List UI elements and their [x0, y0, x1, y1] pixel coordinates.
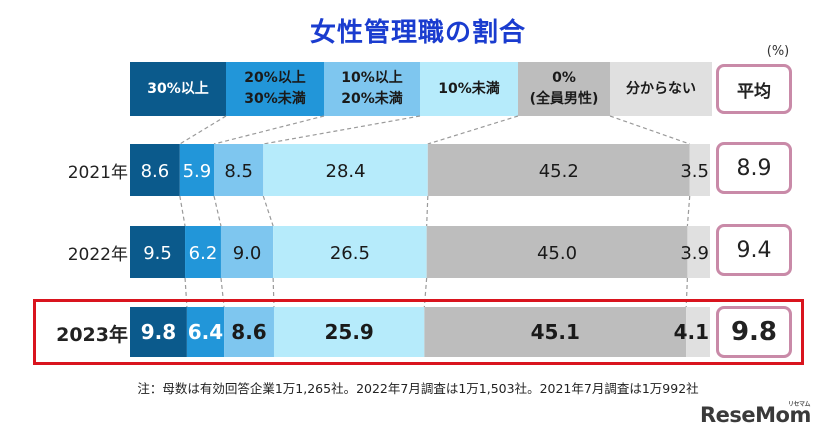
legend-item-5: 0% (全員男性): [518, 62, 610, 116]
value-label-2023年-4: 25.9: [324, 320, 373, 344]
value-label-2021年-4: 28.4: [326, 161, 366, 182]
average-box-2022年: 9.4: [716, 224, 792, 276]
value-label-2022年-6: 3.9: [680, 243, 709, 264]
value-label-2022年-1: 9.5: [143, 243, 172, 264]
bar-segment-2022年-2: [185, 226, 221, 278]
bar-segment-2022年-3: [220, 226, 274, 278]
bar-segment-2021年-3: [214, 144, 264, 196]
bar-segment-2021年-5: [427, 144, 690, 196]
connector-row1-2: [213, 195, 222, 227]
bar-segment-2023年-4: [273, 307, 425, 357]
value-label-2021年-3: 8.5: [224, 161, 253, 182]
bar-segment-2023年-5: [424, 307, 687, 357]
average-box-2023年: 9.8: [716, 306, 792, 358]
value-label-2021年-1: 8.6: [141, 161, 170, 182]
connector-row2-2: [220, 277, 225, 308]
bar-segment-2022年-5: [426, 226, 688, 278]
connector-row2-3: [272, 277, 275, 308]
chart-title: 女性管理職の割合: [309, 18, 526, 48]
bar-segment-2023年-3: [224, 307, 274, 357]
unit-label: (%): [766, 44, 790, 59]
value-label-2022年-4: 26.5: [330, 243, 370, 264]
bar-segment-2021年-4: [263, 144, 428, 196]
bar-segment-2023年-2: [186, 307, 225, 357]
bar-segment-2022年-6: [687, 226, 710, 278]
average-box-2021年: 8.9: [716, 142, 792, 194]
logo-subtext: リセマム: [788, 401, 811, 408]
value-label-2021年-6: 3.5: [680, 161, 709, 182]
connector-row1-1: [179, 195, 186, 227]
legend-item-6: 分からない: [610, 62, 712, 116]
average-header: 平均: [716, 64, 792, 114]
value-label-2023年-5: 45.1: [531, 320, 580, 344]
connector-legend-2: [213, 115, 325, 145]
legend-item-4: 10%未満: [420, 62, 518, 116]
value-label-2021年-5: 45.2: [539, 161, 579, 182]
connector-legend-1: [179, 115, 227, 145]
connector-row1-4: [426, 195, 429, 227]
value-label-2022年-2: 6.2: [189, 243, 218, 264]
resemom-logo: ReseMom リセマム: [700, 401, 811, 427]
bar-segment-2021年-2: [179, 144, 215, 196]
connector-legend-4: [427, 115, 519, 145]
legend-item-1: 30%以上: [130, 62, 226, 116]
bar-segment-2023年-1: [130, 307, 187, 357]
value-label-2021年-2: 5.9: [183, 161, 212, 182]
value-label-2023年-6: 4.1: [674, 320, 709, 344]
bar-segment-2022年-1: [130, 226, 186, 278]
connector-row2-4: [423, 277, 428, 308]
connector-row2-1: [184, 277, 188, 308]
year-label-2023年: 2023年: [56, 324, 128, 346]
connector-row1-5: [686, 195, 691, 227]
legend-item-2: 20%以上 30%未満: [226, 62, 324, 116]
connector-legend-3: [263, 115, 421, 145]
connector-row1-3: [262, 195, 274, 227]
bar-segment-2021年-6: [689, 144, 710, 196]
year-label-2022年: 2022年: [67, 245, 128, 265]
legend-item-3: 10%以上 20%未満: [324, 62, 420, 116]
value-label-2023年-2: 6.4: [188, 320, 223, 344]
value-label-2022年-5: 45.0: [537, 243, 577, 264]
bar-segment-2022年-4: [273, 226, 427, 278]
footnote: 注：母数は有効回答企業1万1,265社。2022年7月調査は1万1,503社。2…: [137, 381, 699, 396]
value-label-2022年-3: 9.0: [233, 243, 262, 264]
value-label-2023年-1: 9.8: [141, 320, 176, 344]
year-label-2021年: 2021年: [67, 163, 128, 183]
connector-row2-5: [685, 277, 689, 308]
highlight-2023-box: [33, 299, 804, 365]
logo-text: ReseMom: [700, 403, 811, 427]
bar-segment-2023年-6: [686, 307, 710, 357]
bar-segment-2021年-1: [130, 144, 180, 196]
value-label-2023年-3: 8.6: [231, 320, 266, 344]
connector-legend-5: [609, 115, 690, 145]
